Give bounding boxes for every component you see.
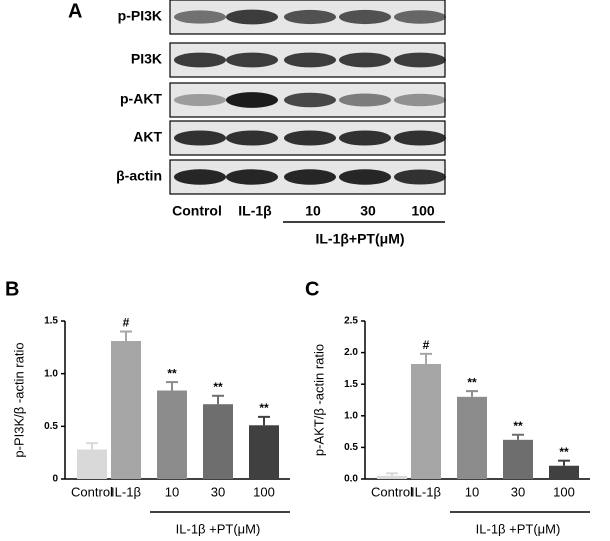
- y-tick-label: 0.5: [344, 442, 358, 453]
- lane-label: 100: [411, 203, 435, 219]
- blot-row-label: PI3K: [131, 51, 162, 67]
- blot-band: [174, 93, 226, 107]
- y-tick-label: 1.0: [44, 368, 58, 379]
- blot-band: [394, 93, 446, 107]
- x-tick-label: IL-1β: [411, 484, 441, 499]
- y-axis-label: p-AKT/β -actin ratio: [311, 344, 326, 456]
- y-tick-label: 1.5: [344, 379, 358, 390]
- blot-band: [174, 52, 226, 68]
- x-tick-label: 100: [253, 484, 275, 499]
- blot-band: [394, 169, 446, 185]
- blot-row-label: p-PI3K: [118, 8, 162, 24]
- blot-band: [394, 52, 446, 68]
- y-tick-label: 0.0: [344, 474, 358, 485]
- lane-label: 10: [305, 203, 321, 219]
- x-tick-label: 10: [165, 484, 179, 499]
- x-tick-label: Control: [71, 484, 113, 499]
- x-tick-label: 10: [465, 484, 479, 499]
- blot-band: [394, 130, 446, 146]
- blot-band: [226, 169, 278, 185]
- blot-band: [226, 130, 278, 146]
- blot-band: [226, 9, 278, 25]
- blot-band: [339, 130, 391, 146]
- lane-label: IL-1β: [238, 203, 272, 219]
- group-label: IL-1β+PT(μM): [315, 231, 404, 247]
- group-label: IL-1β +PT(μM): [176, 521, 261, 536]
- y-tick-label: 2.5: [344, 316, 358, 327]
- blot-row-label: β-actin: [116, 168, 162, 184]
- blot-band: [226, 92, 278, 108]
- y-tick-label: 1.5: [44, 316, 58, 327]
- bar: [411, 363, 441, 479]
- blot-band: [226, 52, 278, 68]
- significance-mark: #: [423, 338, 430, 352]
- blot-row-label: AKT: [133, 129, 162, 145]
- blot-band: [339, 169, 391, 185]
- blot-band: [339, 9, 391, 25]
- significance-mark: **: [259, 401, 269, 415]
- bar: [203, 404, 233, 479]
- bar: [377, 475, 407, 479]
- y-tick-label: 0.5: [44, 421, 58, 432]
- y-axis-label: p-PI3K/β -actin ratio: [11, 342, 26, 457]
- blot-band: [284, 52, 336, 68]
- panel-label: A: [68, 0, 82, 22]
- lane-label: 30: [360, 203, 376, 219]
- blot-band: [394, 10, 446, 24]
- x-tick-label: 30: [211, 484, 225, 499]
- significance-mark: **: [559, 445, 569, 459]
- blot-row-label: p-AKT: [120, 91, 162, 107]
- blot-band: [174, 10, 226, 24]
- x-tick-label: 100: [553, 484, 575, 499]
- blot-band: [284, 9, 336, 25]
- bar: [503, 439, 533, 479]
- blot-band: [174, 169, 226, 185]
- group-label: IL-1β +PT(μM): [476, 521, 561, 536]
- x-tick-label: Control: [371, 484, 413, 499]
- panel-label: C: [305, 278, 319, 300]
- blot-band: [284, 169, 336, 185]
- bar: [77, 449, 107, 479]
- significance-mark: **: [213, 380, 223, 394]
- bar: [457, 396, 487, 479]
- blot-band: [339, 93, 391, 107]
- y-tick-label: 1.0: [344, 410, 358, 421]
- bar: [157, 390, 187, 479]
- blot-band: [339, 52, 391, 68]
- significance-mark: **: [513, 419, 523, 433]
- lane-label: Control: [172, 203, 222, 219]
- y-tick-label: 2.0: [344, 347, 358, 358]
- x-tick-label: 30: [511, 484, 525, 499]
- significance-mark: #: [123, 316, 130, 330]
- significance-mark: **: [167, 366, 177, 380]
- significance-mark: **: [467, 375, 477, 389]
- y-tick-label: 0: [52, 474, 58, 485]
- bar: [249, 425, 279, 479]
- x-tick-label: IL-1β: [111, 484, 141, 499]
- bar: [111, 341, 141, 479]
- bar: [549, 465, 579, 479]
- blot-band: [284, 130, 336, 146]
- blot-band: [174, 130, 226, 146]
- panel-label: B: [5, 278, 19, 300]
- blot-band: [284, 92, 336, 108]
